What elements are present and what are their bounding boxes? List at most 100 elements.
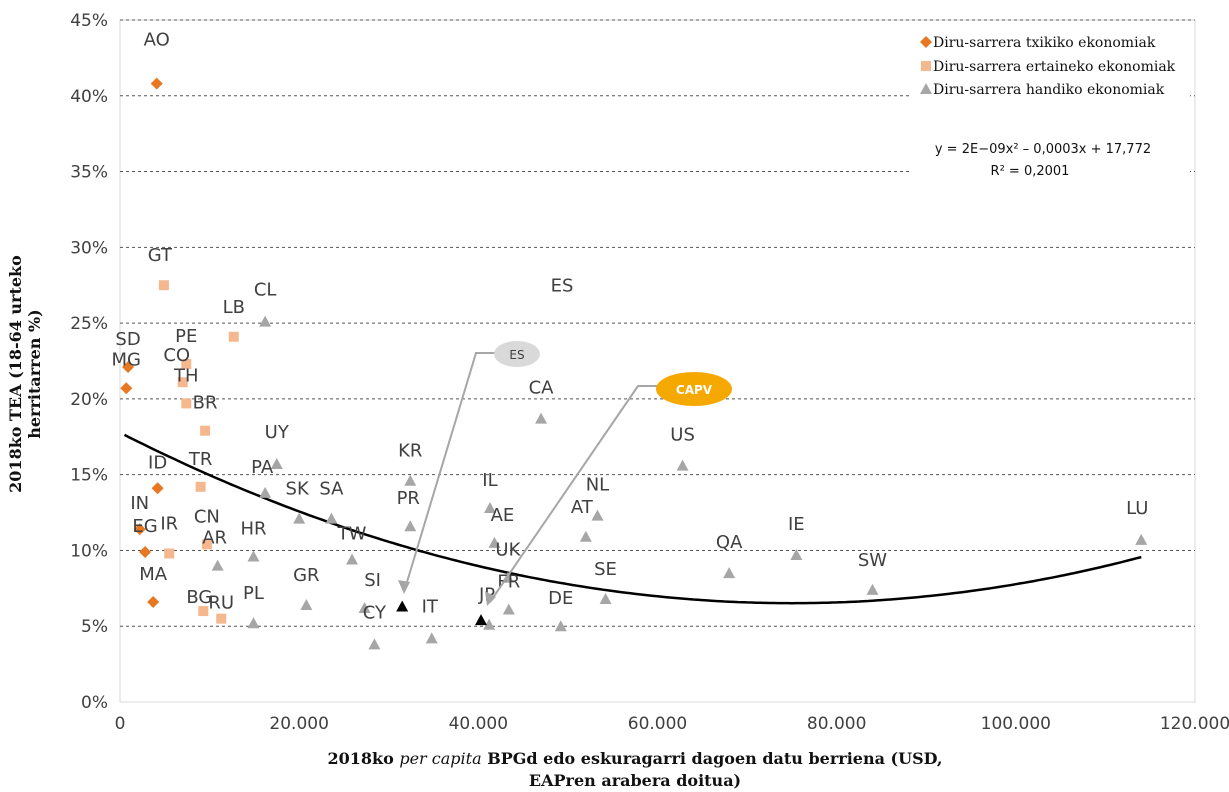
legend-box (912, 30, 1190, 180)
point-pr (404, 520, 417, 532)
point-co (177, 377, 188, 388)
legend-text: Diru-sarrera ertaineko ekonomiak (933, 59, 1176, 75)
data-points (120, 77, 1148, 650)
y-tick-label: 5% (81, 617, 108, 637)
point-label: SI (364, 570, 381, 591)
point-kr (404, 474, 417, 486)
point-sa (325, 512, 338, 524)
point-label: FR (497, 572, 520, 593)
x-axis-label-pre: 2018ko (327, 749, 400, 768)
point-label: CA (529, 378, 555, 399)
trendline (123, 433, 1142, 605)
x-axis-label: 2018ko per capita BPGd edo eskuragarri d… (200, 748, 1070, 792)
legend-marker (921, 61, 931, 71)
x-axis-label-line2: EAPren arabera doitua) (528, 771, 742, 790)
x-tick-label: 0 (115, 714, 126, 734)
point-tw (346, 553, 359, 565)
point-label: MG (112, 349, 141, 370)
point-label: LB (223, 297, 245, 318)
callout-bubble-es (494, 341, 540, 367)
point-sk (293, 512, 306, 524)
callout-bubble-capv (656, 372, 732, 406)
callout-text-capv: CAPV (676, 383, 713, 397)
y-tick-label: 25% (70, 314, 108, 334)
point-br (200, 425, 211, 436)
point-label: NL (586, 475, 610, 496)
x-tick-label: 60.000 (628, 714, 687, 734)
point-de (554, 620, 567, 632)
callout-arrowhead-es (398, 580, 410, 594)
x-tick-labels: 0 20.000 40.000 60.000 80.000 100.000 120.000 (115, 714, 1229, 734)
legend-text: Diru-sarrera handiko ekonomiak (933, 82, 1165, 98)
point-th (181, 398, 192, 409)
point-label: LU (1126, 498, 1148, 519)
highlight-point-es (396, 600, 409, 612)
point-fr (502, 603, 515, 615)
y-tick-labels: 0% 5% 10% 15% 20% 25% 30% 35% 40% 45% (70, 11, 108, 713)
point-label: PR (397, 488, 420, 509)
point-cy (368, 638, 381, 650)
point-label: SK (286, 479, 310, 500)
point-label: US (670, 425, 695, 446)
point-pl (247, 617, 260, 629)
point-label: GR (293, 565, 319, 586)
y-tick-label: 40% (70, 87, 108, 107)
point-qa (723, 567, 736, 579)
point-it (425, 632, 438, 644)
point-label: SE (594, 559, 617, 580)
point-label: BR (193, 393, 218, 414)
point-label: HR (240, 519, 266, 540)
point-se (599, 592, 612, 604)
point-cn (201, 539, 212, 550)
point-cl (259, 315, 272, 327)
point-bg (198, 606, 209, 617)
point-eg (139, 545, 152, 558)
point-id (151, 482, 164, 495)
point-label: IE (788, 514, 805, 535)
point-label: QA (716, 532, 743, 553)
point-label: PA (251, 457, 274, 478)
callout-arrowhead-capv (485, 591, 496, 606)
callout-text-es: ES (509, 348, 524, 362)
y-tick-label: 20% (70, 390, 108, 410)
point-si (358, 602, 371, 614)
point-ae (488, 536, 501, 548)
point-label: AT (571, 497, 594, 518)
point-label: BG (186, 587, 212, 608)
point-gt (158, 280, 169, 291)
point-label: ES (551, 275, 574, 296)
y-tick-label: 45% (70, 11, 108, 31)
point-sd (122, 361, 135, 374)
x-tick-label: 20.000 (269, 714, 328, 734)
point-tr (195, 481, 206, 492)
callout-line-capv (489, 385, 657, 603)
point-ar (211, 559, 224, 571)
point-lu (1135, 533, 1148, 545)
point-label: KR (398, 441, 422, 462)
y-tick-label: 0% (81, 693, 108, 713)
legend: Diru-sarrera txikiko ekonomiak Diru-sarre… (912, 30, 1190, 180)
point-in (133, 523, 146, 536)
trendline-curve (123, 433, 1142, 605)
point-label: DE (548, 588, 573, 609)
point-label: SD (115, 329, 140, 350)
point-mg (120, 382, 133, 395)
point-label: UK (495, 540, 521, 561)
point-label: IN (130, 493, 149, 514)
point-label: SW (858, 550, 887, 571)
x-tick-label: 80.000 (807, 714, 866, 734)
point-label: TW (337, 524, 367, 545)
point-ie (790, 548, 803, 560)
point-ao (150, 77, 163, 90)
legend-marker (920, 83, 932, 94)
point-label: IT (422, 596, 439, 617)
point-il (483, 502, 496, 514)
point-label: CL (254, 280, 277, 301)
point-ca (535, 412, 548, 424)
point-at (579, 530, 592, 542)
point-pa (259, 486, 272, 498)
highlight-point-capv (475, 614, 488, 626)
x-tick-label: 120.000 (1160, 714, 1229, 734)
y-tick-label: 35% (70, 163, 108, 183)
